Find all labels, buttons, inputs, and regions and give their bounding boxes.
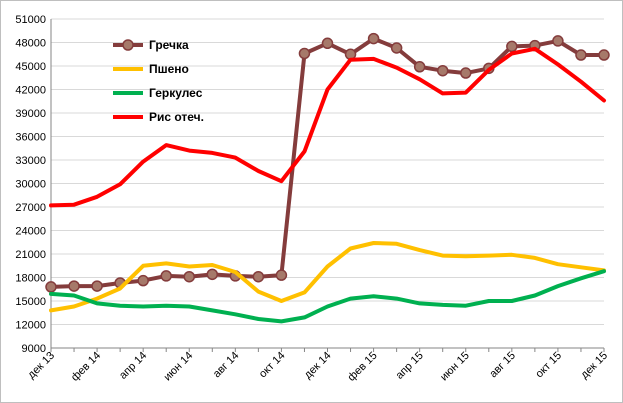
data-point <box>460 67 472 79</box>
data-point <box>206 268 219 281</box>
x-tick-label: дек 15 <box>579 350 611 382</box>
y-tick-label: 9000 <box>22 343 46 355</box>
data-point <box>68 280 80 292</box>
data-point <box>598 49 610 61</box>
x-tick-label: июн 14 <box>162 350 196 384</box>
y-tick-label: 42000 <box>15 85 46 97</box>
y-tick-label: 18000 <box>15 273 46 285</box>
y-tick-label: 45000 <box>15 61 46 73</box>
data-point <box>45 281 57 293</box>
legend-label: Рис отеч. <box>149 110 204 124</box>
y-tick-label: 48000 <box>15 38 46 50</box>
series-line <box>49 36 606 289</box>
data-point <box>575 49 587 61</box>
legend-marker <box>122 39 134 51</box>
x-tick-label: апр 14 <box>117 350 149 382</box>
series-line <box>49 46 606 208</box>
y-tick-label: 36000 <box>15 132 46 144</box>
legend-item: Геркулес <box>113 86 203 100</box>
legend-label: Гречка <box>149 38 189 52</box>
y-tick-label: 30000 <box>15 179 46 191</box>
legend-label: Геркулес <box>149 86 203 100</box>
data-point <box>275 269 288 281</box>
legend-item: Гречка <box>113 38 189 52</box>
x-axis-ticks: дек 13 фев 14 апр 14 июн 14 авг 14 окт 14 дек … <box>26 348 611 384</box>
legend: Гречка Пшено Геркулес Рис отеч. <box>113 38 204 124</box>
series-1 <box>49 241 606 313</box>
x-tick-label: окт 14 <box>257 350 288 381</box>
data-point <box>91 280 103 292</box>
x-tick-label: фев 14 <box>69 350 103 384</box>
data-point <box>252 270 265 283</box>
series-3 <box>49 46 606 208</box>
x-tick-label: фев 15 <box>346 350 380 384</box>
y-tick-label: 24000 <box>15 226 46 238</box>
data-point <box>413 61 426 73</box>
data-point <box>436 64 449 77</box>
series-line <box>49 269 606 324</box>
series-layer <box>45 32 610 324</box>
data-point <box>390 42 403 54</box>
data-point <box>160 270 172 282</box>
data-point <box>183 270 195 283</box>
x-tick-label: авг 15 <box>487 350 518 381</box>
data-point <box>552 35 564 47</box>
y-tick-label: 27000 <box>15 202 46 214</box>
x-tick-label: дек 14 <box>302 350 334 382</box>
series-line <box>49 241 606 313</box>
y-tick-label: 39000 <box>15 108 46 120</box>
data-point <box>137 274 149 287</box>
x-tick-label: авг 14 <box>211 350 242 381</box>
legend-item: Пшено <box>113 62 189 76</box>
y-tick-label: 15000 <box>15 296 46 308</box>
series-2 <box>49 269 606 324</box>
y-tick-label: 21000 <box>15 249 46 261</box>
data-point <box>506 40 518 53</box>
legend-label: Пшено <box>149 62 189 76</box>
y-axis-ticks: 51000 48000 45000 42000 39000 36000 33000 30000… <box>15 14 46 355</box>
data-point <box>367 32 380 45</box>
x-tick-label: апр 15 <box>394 350 426 382</box>
y-tick-label: 51000 <box>15 14 46 26</box>
series-0 <box>45 32 610 293</box>
data-point <box>298 47 311 60</box>
y-tick-label: 33000 <box>15 155 46 167</box>
y-tick-label: 12000 <box>15 320 46 332</box>
data-point <box>321 37 334 50</box>
legend-item: Рис отеч. <box>113 110 204 124</box>
x-tick-label: июн 15 <box>438 350 472 384</box>
x-tick-label: окт 15 <box>533 350 564 381</box>
